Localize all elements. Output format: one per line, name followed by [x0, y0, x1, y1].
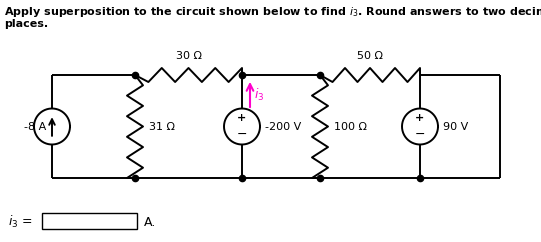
- Text: +: +: [237, 113, 247, 123]
- Text: −: −: [237, 128, 247, 141]
- Text: 100 Ω: 100 Ω: [334, 121, 367, 131]
- Text: -8 A: -8 A: [24, 121, 46, 131]
- Text: Apply superposition to the circuit shown below to find $i_3$. Round answers to t: Apply superposition to the circuit shown…: [4, 5, 541, 19]
- Text: +: +: [415, 113, 425, 123]
- Text: places.: places.: [4, 19, 48, 29]
- Text: −: −: [415, 128, 425, 141]
- Text: 31 Ω: 31 Ω: [149, 121, 175, 131]
- Text: 50 Ω: 50 Ω: [357, 51, 383, 61]
- Text: A.: A.: [144, 215, 156, 228]
- Text: $i_3$: $i_3$: [254, 87, 265, 103]
- FancyBboxPatch shape: [42, 213, 137, 229]
- Text: -200 V: -200 V: [265, 121, 301, 131]
- Text: 30 Ω: 30 Ω: [175, 51, 201, 61]
- Text: $i_3$ =: $i_3$ =: [8, 214, 32, 230]
- Text: 90 V: 90 V: [443, 121, 469, 131]
